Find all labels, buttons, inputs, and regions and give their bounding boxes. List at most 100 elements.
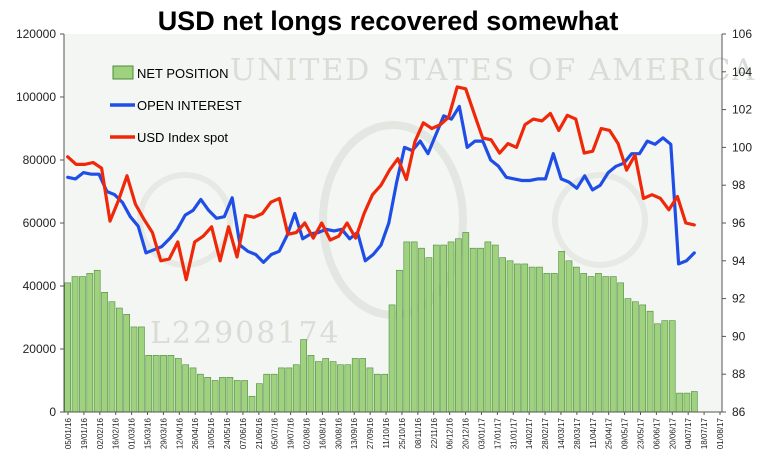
net-position-bar: [396, 269, 403, 413]
net-position-bar: [595, 273, 602, 413]
net-position-bar: [248, 395, 256, 413]
net-position-bar: [609, 276, 617, 413]
net-position-bar: [86, 273, 94, 413]
net-position-bar: [93, 269, 101, 413]
x-tick-label: 18/07/17: [700, 417, 709, 449]
net-position-bar: [256, 383, 263, 413]
x-tick-label: 11/10/16: [382, 417, 391, 448]
net-position-bar: [499, 257, 506, 413]
right-tick-label: 86: [732, 405, 746, 419]
legend-label: NET POSITION: [137, 66, 229, 81]
net-position-bar: [233, 380, 241, 413]
net-position-bar: [373, 373, 381, 413]
x-tick-label: 06/06/17: [652, 417, 661, 449]
net-position-bar: [381, 373, 389, 413]
x-tick-label: 19/07/16: [287, 417, 296, 449]
net-position-bar: [580, 273, 588, 413]
net-position-bar: [624, 298, 632, 413]
x-tick-label: 30/08/16: [334, 417, 343, 449]
left-tick-label: 60000: [23, 216, 57, 230]
net-position-bar: [344, 364, 352, 413]
net-position-bar: [130, 326, 138, 413]
net-position-bar: [366, 367, 374, 413]
x-tick-label: 11/04/17: [589, 417, 598, 448]
x-tick-label: 08/11/16: [414, 417, 423, 448]
net-position-bar: [285, 367, 293, 413]
x-tick-label: 05/01/16: [64, 417, 73, 449]
net-position-bar: [322, 358, 330, 413]
net-position-bar: [550, 273, 558, 413]
x-tick-label: 07/06/16: [239, 417, 248, 449]
net-position-bar: [160, 354, 167, 413]
x-tick-label: 09/05/17: [621, 417, 630, 449]
banknote-text: UNITED STATES OF AMERICA: [230, 53, 756, 88]
seal-circle-left: [137, 172, 233, 268]
net-position-bar: [351, 358, 359, 413]
x-tick-label: 29/03/16: [159, 417, 168, 449]
net-position-bar: [145, 354, 153, 413]
net-position-bar: [632, 301, 639, 413]
net-position-bar: [241, 380, 248, 413]
legend: NET POSITION OPEN INTEREST USD Index spot: [110, 65, 242, 145]
x-tick-label: 05/07/16: [271, 417, 280, 449]
x-tick-label: 02/02/16: [96, 417, 105, 449]
net-position-bar: [403, 241, 411, 413]
net-position-bar: [211, 380, 219, 413]
x-tick-label: 22/11/16: [430, 417, 439, 448]
net-position-bar: [167, 354, 175, 413]
x-tick-label: 16/08/16: [318, 417, 327, 449]
left-tick-label: 80000: [23, 153, 57, 167]
x-tick-label: 17/01/17: [493, 417, 502, 449]
open-interest-line: [66, 104, 696, 266]
right-tick-label: 102: [732, 103, 752, 117]
axes: 0 20000 40000 60000 80000 100000 120000 86 88 90 9…: [16, 27, 752, 449]
net-position-bar: [543, 273, 551, 413]
x-tick-label: 06/12/16: [446, 417, 455, 449]
net-position-bar: [491, 244, 499, 413]
net-position-bar: [315, 361, 322, 413]
x-tick-label: 28/03/17: [573, 417, 582, 449]
x-tick-label: 31/01/17: [509, 417, 518, 449]
net-position-bar: [359, 358, 366, 413]
x-tick-label: 25/04/17: [605, 417, 614, 449]
net-position-bar: [197, 373, 204, 413]
seal-circle-right: [552, 172, 648, 268]
x-tick-label: 26/04/16: [191, 417, 200, 449]
net-position-bar: [182, 364, 189, 413]
net-position-bar: [101, 291, 108, 413]
x-tick-label: 01/08/17: [716, 417, 725, 449]
net-position-bar: [661, 320, 669, 413]
right-tick-label: 98: [732, 178, 746, 192]
chart-title: USD net longs recovered somewhat: [158, 6, 619, 36]
x-tick-label: 15/03/16: [144, 417, 153, 449]
net-position-bar: [292, 364, 300, 413]
net-position-bar: [123, 314, 130, 413]
net-position-bar: [270, 373, 278, 413]
legend-label: USD Index spot: [137, 130, 228, 145]
net-position-bar: [189, 367, 197, 413]
x-tick-label: 24/05/16: [223, 417, 232, 449]
banknote-serial: L22908174: [150, 316, 341, 351]
net-position-bar: [108, 301, 116, 413]
x-tick-label: 20/06/17: [668, 417, 677, 449]
net-position-bar: [484, 241, 492, 413]
net-position-bar: [432, 244, 440, 413]
x-tick-label: 25/10/16: [398, 417, 407, 449]
left-tick-label: 100000: [16, 90, 56, 104]
net-position-bar: [646, 310, 654, 413]
right-tick-label: 94: [732, 254, 746, 268]
net-position-bar: [418, 247, 425, 413]
title-group: USD net longs recovered somewhat: [158, 6, 619, 36]
net-position-bar: [219, 377, 226, 413]
net-position-bar: [174, 358, 182, 413]
right-tick-label: 90: [732, 329, 746, 343]
net-position-bar: [528, 266, 536, 413]
x-tick-label: 27/09/16: [366, 417, 375, 449]
net-position-bar: [447, 241, 455, 413]
net-position-bar: [521, 263, 529, 413]
left-tick-label: 20000: [23, 342, 57, 356]
net-position-bar: [654, 323, 661, 413]
net-position-bar: [587, 276, 595, 413]
left-tick-label: 120000: [16, 27, 56, 41]
